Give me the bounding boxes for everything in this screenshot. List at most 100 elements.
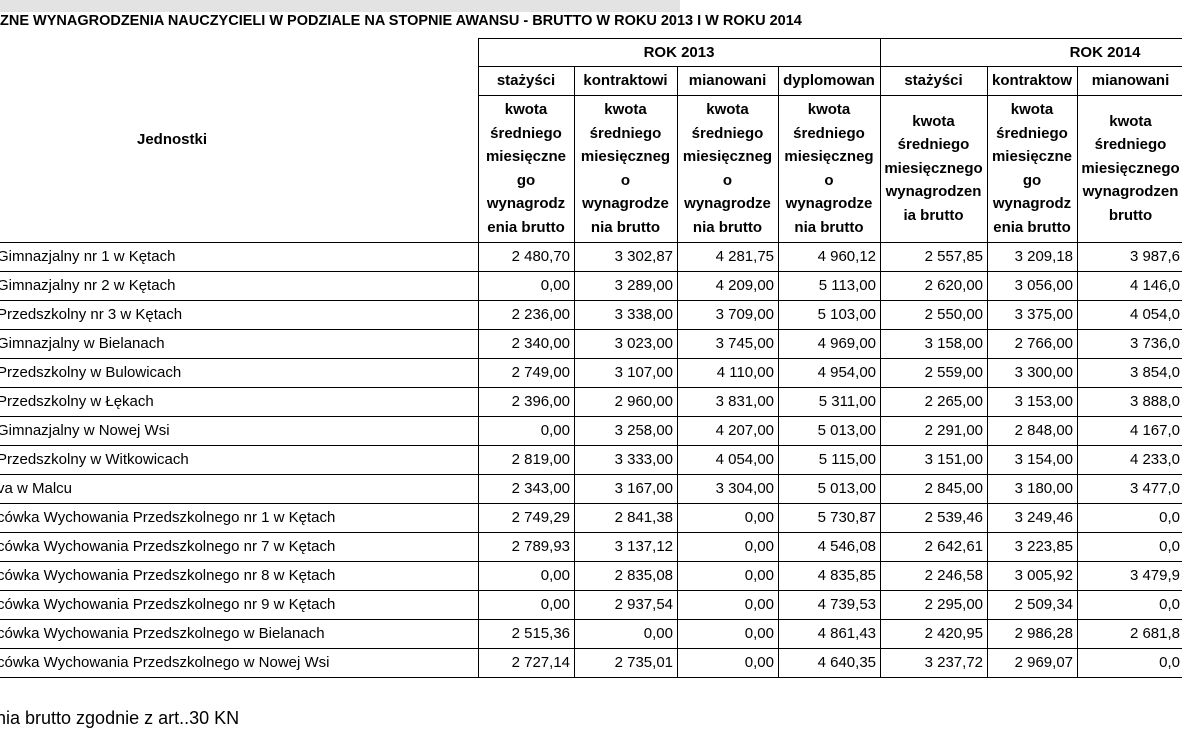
value-cell: 2 539,46 — [880, 503, 988, 533]
description-line: o — [620, 171, 631, 189]
value-cell: 3 258,00 — [574, 416, 678, 446]
description-line: wynagrodzen — [1082, 183, 1179, 201]
column-header: kontraktowi — [574, 66, 678, 96]
value-cell: 5 013,00 — [778, 474, 881, 504]
value-cell: 2 986,28 — [987, 619, 1078, 649]
value-cell: 3 209,18 — [987, 242, 1078, 272]
value-cell: 2 509,34 — [987, 590, 1078, 620]
value-cell: 3 223,85 — [987, 532, 1078, 562]
value-cell: 3 300,00 — [987, 358, 1078, 388]
value-cell: 4 960,12 — [778, 242, 881, 272]
value-cell: 3 987,6 — [1077, 242, 1182, 272]
value-cell: 2 557,85 — [880, 242, 988, 272]
description-line: wynagrodze — [684, 195, 771, 212]
value-cell: 2 841,38 — [574, 503, 678, 533]
description-line: miesięczne — [991, 148, 1073, 165]
value-cell: 0,00 — [677, 532, 779, 562]
row-label: cówka Wychowania Przedszkolnego nr 9 w K… — [0, 590, 479, 620]
value-cell: 3 023,00 — [574, 329, 678, 359]
year-header: ROK 2014 — [880, 38, 1182, 67]
value-cell: 2 480,70 — [478, 242, 575, 272]
description-line: kwota — [1010, 101, 1054, 118]
value-cell: 2 559,00 — [880, 358, 988, 388]
description-line: miesięcznego — [884, 159, 983, 177]
value-cell: 4 739,53 — [778, 590, 881, 620]
value-cell: 0,0 — [1077, 503, 1182, 533]
value-cell: 4 640,35 — [778, 648, 881, 678]
value-cell: 2 340,00 — [478, 329, 575, 359]
value-cell: 2 295,00 — [880, 590, 988, 620]
value-cell: 5 013,00 — [778, 416, 881, 446]
description-line: o — [722, 171, 733, 189]
value-cell: 0,00 — [677, 648, 779, 678]
value-cell: 5 115,00 — [778, 445, 881, 475]
value-cell: 3 854,0 — [1077, 358, 1182, 388]
row-label: Gimnazjalny w Bielanach — [0, 329, 479, 359]
value-cell: 4 954,00 — [778, 358, 881, 388]
value-cell: 0,00 — [677, 561, 779, 591]
row-label: cówka Wychowania Przedszkolnego nr 8 w K… — [0, 561, 479, 591]
value-cell: 3 154,00 — [987, 445, 1078, 475]
description-line: średniego — [996, 124, 1068, 142]
value-cell: 3 237,72 — [880, 648, 988, 678]
value-cell: 2 960,00 — [574, 387, 678, 417]
value-cell: 3 005,92 — [987, 561, 1078, 591]
value-cell: 3 151,00 — [880, 445, 988, 475]
value-cell: 0,00 — [574, 619, 678, 649]
value-cell: 0,00 — [478, 416, 575, 446]
column-header: mianowani — [677, 66, 779, 96]
row-label: Gimnazjalny w Nowej Wsi — [0, 416, 479, 446]
value-cell: 2 236,00 — [478, 300, 575, 330]
value-cell: 2 343,00 — [478, 474, 575, 504]
value-cell: 4 546,08 — [778, 532, 881, 562]
description-line: go — [516, 171, 536, 189]
value-cell: 3 153,00 — [987, 387, 1078, 417]
value-cell: 2 845,00 — [880, 474, 988, 504]
description-line: nia brutto — [794, 218, 864, 236]
value-cell: 0,00 — [478, 561, 575, 591]
description-line: średniego — [897, 136, 970, 154]
column-header: kontraktow — [987, 66, 1078, 96]
description-line: średniego — [793, 124, 865, 142]
value-cell: 3 289,00 — [574, 271, 678, 301]
value-cell: 0,0 — [1077, 648, 1182, 678]
description-line: nia brutto — [590, 218, 661, 236]
value-cell: 3 831,00 — [677, 387, 779, 417]
row-label: cówka Wychowania Przedszkolnego w Nowej … — [0, 648, 479, 678]
value-cell: 4 167,0 — [1077, 416, 1182, 446]
corner-header: Jednostki — [0, 38, 479, 243]
value-cell: 2 550,00 — [880, 300, 988, 330]
value-cell: 4 054,00 — [677, 445, 779, 475]
title-band — [0, 0, 680, 12]
column-header: stażyści — [880, 66, 988, 96]
description-line: enia brutto — [993, 218, 1071, 236]
value-cell: 3 888,0 — [1077, 387, 1182, 417]
title: ZNE WYNAGRODZENIA NAUCZYCIELI W PODZIALE… — [0, 13, 802, 29]
value-cell: 0,00 — [677, 619, 779, 649]
value-cell: 2 819,00 — [478, 445, 575, 475]
description-line: ia brutto — [903, 206, 964, 224]
value-cell: 2 420,95 — [880, 619, 988, 649]
footer-note: nia brutto zgodnie z art..30 KN — [0, 708, 240, 728]
description-line: miesięczneg — [580, 148, 671, 165]
row-label: Przedszkolny w Bulowicach — [0, 358, 479, 388]
value-cell: 2 937,54 — [574, 590, 678, 620]
value-cell: 3 736,0 — [1077, 329, 1182, 359]
description-line: miesięczneg — [682, 148, 773, 165]
value-cell: 4 207,00 — [677, 416, 779, 446]
description-line: nia brutto — [692, 218, 763, 236]
value-cell: 3 249,46 — [987, 503, 1078, 533]
description-line: wynagrodze — [785, 195, 873, 212]
value-cell: 4 146,0 — [1077, 271, 1182, 301]
value-cell: 2 265,00 — [880, 387, 988, 417]
value-cell: 0,00 — [677, 503, 779, 533]
value-cell: 2 620,00 — [880, 271, 988, 301]
value-cell: 2 835,08 — [574, 561, 678, 591]
value-cell: 0,00 — [677, 590, 779, 620]
value-cell: 2 727,14 — [478, 648, 575, 678]
